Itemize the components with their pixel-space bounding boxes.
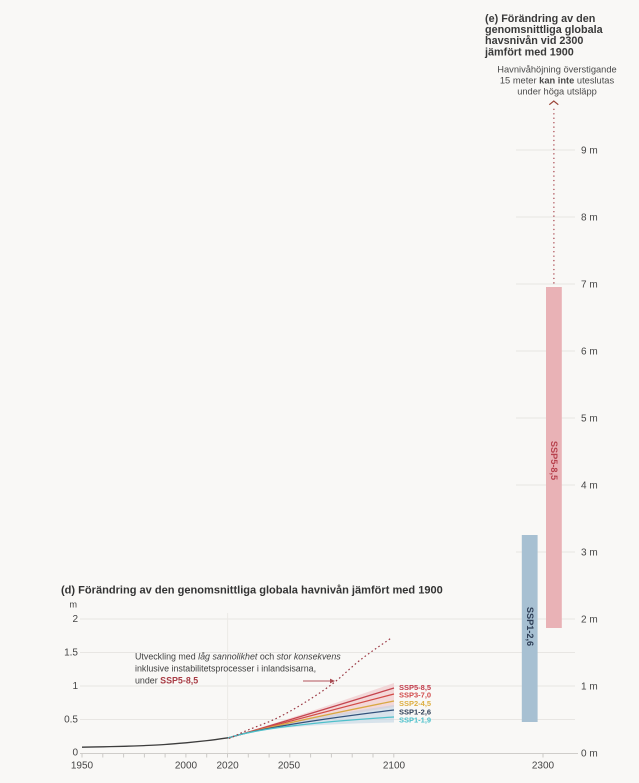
- svg-text:1: 1: [72, 681, 78, 692]
- svg-text:0.5: 0.5: [64, 715, 78, 726]
- svg-text:(e) Förändring av den: (e) Förändring av den: [485, 13, 595, 25]
- svg-text:SSP1-1,9: SSP1-1,9: [399, 716, 431, 725]
- svg-text:2 m: 2 m: [581, 615, 598, 626]
- svg-text:8 m: 8 m: [581, 213, 598, 224]
- svg-text:havsnivån vid 2300: havsnivån vid 2300: [485, 35, 583, 47]
- svg-text:5 m: 5 m: [581, 414, 598, 425]
- svg-text:15 meter kan inte uteslutas: 15 meter kan inte uteslutas: [500, 76, 615, 86]
- svg-text:0 m: 0 m: [581, 749, 598, 760]
- svg-text:2100: 2100: [383, 761, 406, 772]
- svg-text:0: 0: [72, 748, 78, 759]
- svg-text:2: 2: [72, 614, 78, 625]
- svg-text:SSP5-8,5: SSP5-8,5: [399, 683, 431, 692]
- svg-text:m: m: [69, 600, 77, 610]
- svg-text:SSP2-4,5: SSP2-4,5: [399, 699, 431, 708]
- svg-text:inklusive instabilitetsprocess: inklusive instabilitetsprocesser i inlan…: [135, 664, 316, 674]
- svg-text:4 m: 4 m: [581, 481, 598, 492]
- svg-text:SSP1-2,6: SSP1-2,6: [525, 607, 535, 646]
- svg-text:SSP1-2,6: SSP1-2,6: [399, 708, 431, 717]
- svg-text:SSP5-8,5: SSP5-8,5: [549, 441, 559, 480]
- svg-text:under höga utsläpp: under höga utsläpp: [517, 87, 597, 97]
- svg-text:9 m: 9 m: [581, 146, 598, 157]
- svg-text:SSP3-7,0: SSP3-7,0: [399, 691, 431, 700]
- svg-text:2000: 2000: [175, 761, 198, 772]
- svg-text:6 m: 6 m: [581, 347, 598, 358]
- svg-text:under SSP5-8,5: under SSP5-8,5: [135, 676, 198, 686]
- svg-text:genomsnittliga globala: genomsnittliga globala: [485, 24, 604, 36]
- svg-text:2050: 2050: [278, 761, 301, 772]
- svg-text:7 m: 7 m: [581, 280, 598, 291]
- svg-text:2020: 2020: [216, 761, 239, 772]
- svg-text:2300: 2300: [532, 761, 555, 772]
- svg-text:Havnivåhöjning överstigande: Havnivåhöjning överstigande: [497, 65, 616, 75]
- svg-text:1 m: 1 m: [581, 682, 598, 693]
- svg-text:jämfört med 1900: jämfört med 1900: [484, 46, 574, 58]
- svg-text:(d) Förändring av den genomsni: (d) Förändring av den genomsnittliga glo…: [61, 585, 443, 597]
- svg-text:Utveckling med låg sannolikhet: Utveckling med låg sannolikhet och stor …: [135, 652, 341, 662]
- svg-text:1.5: 1.5: [64, 648, 78, 659]
- svg-text:3 m: 3 m: [581, 548, 598, 559]
- svg-text:1950: 1950: [71, 761, 94, 772]
